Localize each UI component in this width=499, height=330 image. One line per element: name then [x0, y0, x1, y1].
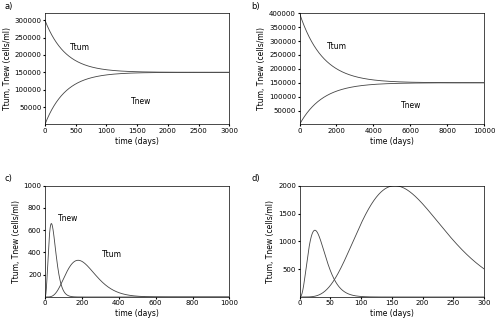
Text: c): c) — [4, 174, 12, 183]
Text: Ttum: Ttum — [69, 43, 89, 52]
X-axis label: time (days): time (days) — [115, 309, 159, 318]
Y-axis label: Ttum, Tnew (cells/ml): Ttum, Tnew (cells/ml) — [266, 200, 275, 283]
Text: Tnew: Tnew — [131, 97, 151, 106]
Text: Tnew: Tnew — [401, 101, 421, 110]
Y-axis label: Ttum, Tnew (cells/ml): Ttum, Tnew (cells/ml) — [11, 200, 20, 283]
X-axis label: time (days): time (days) — [115, 137, 159, 146]
Text: b): b) — [251, 2, 260, 11]
Text: d): d) — [251, 174, 260, 183]
X-axis label: time (days): time (days) — [370, 309, 414, 318]
Y-axis label: Ttum, Tnew (cells/ml): Ttum, Tnew (cells/ml) — [257, 27, 266, 110]
Y-axis label: Ttum, Tnew (cells/ml): Ttum, Tnew (cells/ml) — [2, 27, 11, 110]
Text: Ttum: Ttum — [102, 250, 122, 259]
Text: a): a) — [4, 2, 12, 11]
Text: Tnew: Tnew — [58, 214, 78, 223]
X-axis label: time (days): time (days) — [370, 137, 414, 146]
Text: Ttum: Ttum — [327, 42, 347, 51]
